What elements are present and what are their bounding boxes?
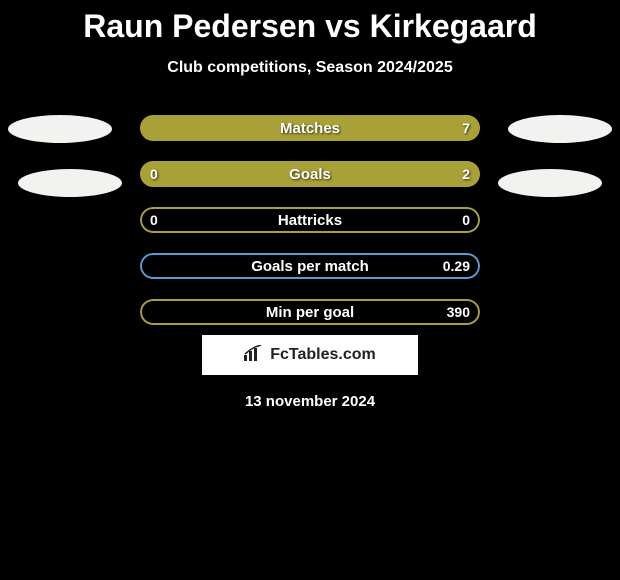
bar-goals-value-right: 2 [462,161,470,187]
bar-goals-value-left: 0 [150,161,158,187]
page-title: Raun Pedersen vs Kirkegaard [0,0,620,45]
player2-photo-top [508,115,612,143]
bar-gpm-label: Goals per match [140,253,480,279]
bar-gpm-value-right: 0.29 [443,253,470,279]
bar-goals: Goals 0 2 [140,161,480,187]
bar-matches: Matches 7 [140,115,480,141]
bar-goals-label: Goals [140,161,480,187]
bar-hattricks-value-right: 0 [462,207,470,233]
bar-hattricks: Hattricks 0 0 [140,207,480,233]
bar-matches-label: Matches [140,115,480,141]
player1-photo-top [8,115,112,143]
player1-photo-bottom [18,169,122,197]
subtitle: Club competitions, Season 2024/2025 [0,59,620,77]
chart-icon [244,345,264,366]
date-text: 13 november 2024 [0,393,620,410]
bar-mpg-value-right: 390 [447,299,470,325]
bar-hattricks-value-left: 0 [150,207,158,233]
bar-hattricks-label: Hattricks [140,207,480,233]
comparison-chart: Matches 7 Goals 0 2 Hattricks 0 0 Goals … [0,115,620,325]
bar-min-per-goal: Min per goal 390 [140,299,480,325]
bars-container: Matches 7 Goals 0 2 Hattricks 0 0 Goals … [140,115,480,345]
bar-mpg-label: Min per goal [140,299,480,325]
logo-text: FcTables.com [270,346,376,364]
player2-photo-bottom [498,169,602,197]
bar-matches-value-right: 7 [462,115,470,141]
bar-goals-per-match: Goals per match 0.29 [140,253,480,279]
